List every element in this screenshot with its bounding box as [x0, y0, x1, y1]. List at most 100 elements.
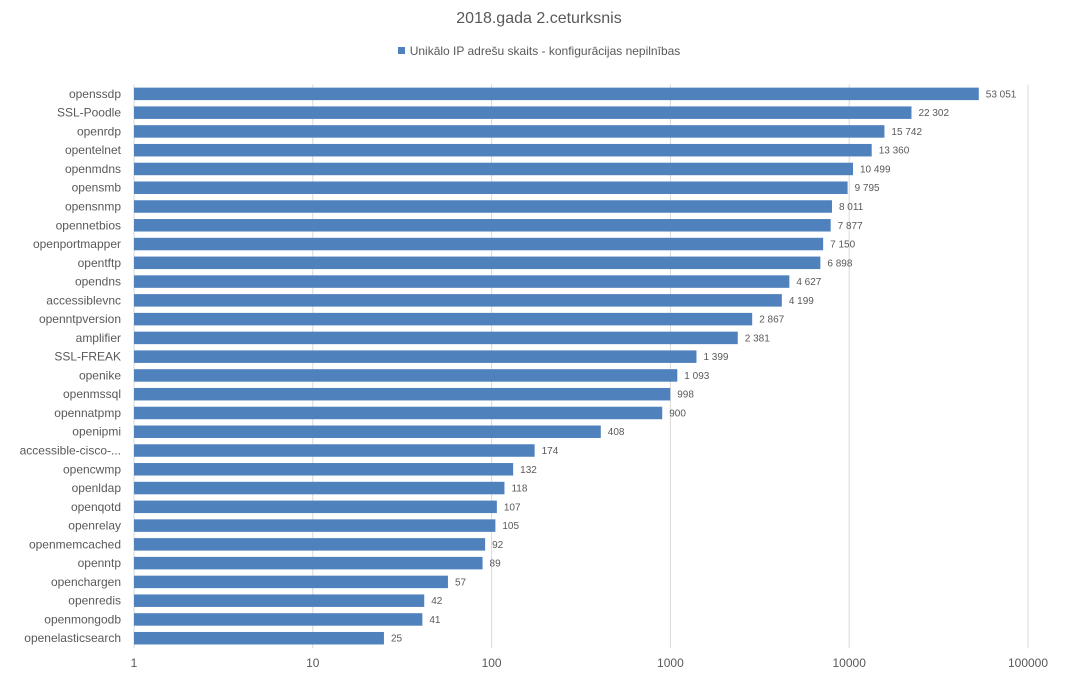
x-tick-label: 1000 — [657, 656, 684, 670]
bar — [134, 387, 671, 401]
category-label: openredis — [68, 594, 121, 608]
value-label: 998 — [677, 390, 694, 401]
category-label: openchargen — [51, 575, 121, 589]
category-label: openntp — [78, 556, 122, 570]
legend: Unikālo IP adrešu skaits - konfigurācija… — [0, 44, 1078, 58]
category-label: opencwmp — [63, 462, 121, 476]
value-label: 13 360 — [879, 146, 910, 157]
category-label: openqotd — [71, 500, 121, 514]
category-label: openntpversion — [39, 312, 121, 326]
bar — [134, 331, 738, 345]
category-label: opensmb — [72, 181, 122, 195]
value-label: 53 051 — [986, 89, 1017, 100]
category-label: accessible-cisco-... — [20, 444, 121, 458]
bar — [134, 87, 979, 101]
value-label: 15 742 — [891, 127, 922, 138]
category-label: openike — [79, 368, 121, 382]
category-label: openrdp — [77, 124, 121, 138]
value-label: 900 — [669, 408, 686, 419]
bar — [134, 350, 697, 363]
category-label: openelasticsearch — [24, 631, 121, 645]
bar — [134, 519, 496, 532]
category-label: SSL-FREAK — [54, 350, 121, 364]
value-label: 4 627 — [796, 277, 821, 288]
category-label: opennetbios — [56, 218, 121, 232]
x-tick-label: 100 — [482, 656, 502, 670]
bar — [134, 556, 483, 570]
value-label: 118 — [511, 484, 527, 495]
bar — [134, 613, 423, 626]
category-label: opentelnet — [65, 143, 122, 157]
value-label: 92 — [492, 540, 504, 551]
value-label: 89 — [490, 559, 502, 570]
legend-swatch — [397, 47, 405, 55]
chart-title: 2018.gada 2.ceturksnis — [456, 10, 622, 27]
category-label: openmssql — [63, 387, 121, 401]
category-label: openldap — [72, 481, 122, 495]
bar — [134, 594, 425, 607]
value-label: 7 150 — [830, 240, 855, 251]
category-label: openipmi — [72, 425, 121, 439]
category-label: SSL-Poodle — [57, 106, 121, 120]
bar — [134, 312, 753, 326]
bar — [134, 294, 782, 307]
category-label: openssdp — [69, 87, 121, 101]
x-tick-label: 10000 — [833, 656, 867, 670]
value-label: 107 — [504, 502, 521, 513]
value-label: 4 199 — [789, 296, 814, 307]
category-label: openrelay — [68, 519, 121, 533]
bar — [134, 463, 514, 476]
x-tick-label: 10 — [306, 656, 320, 670]
bar — [134, 369, 678, 382]
value-label: 41 — [429, 615, 441, 626]
category-label: amplifier — [76, 331, 121, 345]
value-label: 1 399 — [703, 352, 728, 363]
bar — [134, 275, 790, 288]
bar — [134, 219, 831, 232]
bar — [134, 406, 663, 420]
legend-label: Unikālo IP adrešu skaits - konfigurācija… — [409, 44, 681, 58]
bar — [134, 481, 505, 495]
value-label: 57 — [455, 577, 467, 588]
bar — [134, 575, 448, 589]
value-label: 1 093 — [684, 371, 709, 382]
category-label: accessiblevnc — [46, 293, 121, 307]
bar — [134, 538, 486, 551]
value-label: 2 867 — [759, 315, 784, 326]
value-label: 105 — [502, 521, 519, 532]
category-label: openmemcached — [29, 537, 121, 551]
value-label: 408 — [608, 427, 625, 438]
bar — [134, 181, 848, 194]
bar — [134, 237, 824, 251]
value-label: 174 — [542, 446, 559, 457]
bar — [134, 200, 832, 213]
x-tick-label: 1 — [131, 656, 138, 670]
bar — [134, 256, 821, 270]
value-label: 132 — [520, 465, 537, 476]
bar — [134, 631, 384, 645]
bar — [134, 444, 535, 457]
category-label: openmongodb — [44, 612, 121, 626]
category-label: opensnmp — [65, 200, 121, 214]
value-label: 8 011 — [839, 202, 864, 213]
bar — [134, 500, 497, 514]
value-label: 42 — [431, 596, 443, 607]
category-label: openportmapper — [33, 237, 121, 251]
value-label: 9 795 — [855, 183, 880, 194]
value-label: 25 — [391, 634, 403, 645]
bar — [134, 106, 912, 119]
category-label: opennatpmp — [54, 406, 121, 420]
category-label: openmdns — [65, 162, 121, 176]
value-label: 6 898 — [827, 258, 852, 269]
category-label: opentftp — [78, 256, 122, 270]
value-label: 2 381 — [745, 333, 770, 344]
bar — [134, 143, 872, 157]
bar — [134, 162, 853, 176]
x-tick-label: 100000 — [1008, 656, 1048, 670]
bar — [134, 125, 885, 138]
value-label: 22 302 — [918, 108, 949, 119]
category-label: opendns — [75, 275, 121, 289]
value-label: 7 877 — [838, 221, 863, 232]
bar — [134, 425, 601, 438]
